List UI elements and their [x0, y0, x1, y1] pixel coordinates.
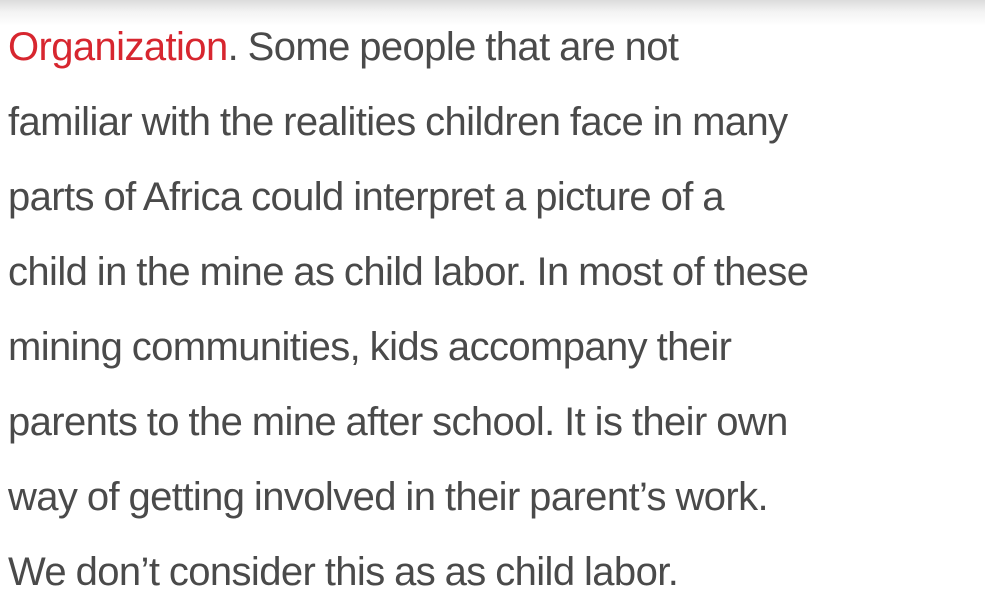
article-paragraph: Organization. Some people that are not f… — [8, 10, 983, 610]
paragraph-line-8: We don’t consider this as as child labor… — [8, 550, 679, 594]
paragraph-line-7: way of getting involved in their parent’… — [8, 475, 769, 519]
paragraph-line-5: mining communities, kids accompany their — [8, 325, 732, 369]
paragraph-line-3: parts of Africa could interpret a pictur… — [8, 175, 725, 219]
paragraph-line-6: parents to the mine after school. It is … — [8, 400, 788, 444]
organization-link[interactable]: Organization — [8, 25, 228, 69]
paragraph-line-4: child in the mine as child labor. In mos… — [8, 250, 809, 294]
paragraph-line-2: familiar with the realities children fac… — [8, 100, 788, 144]
paragraph-line-1: Organization. Some people that are not — [8, 10, 983, 85]
top-shadow — [0, 0, 985, 26]
paragraph-line-1-text: . Some people that are not — [227, 25, 679, 69]
